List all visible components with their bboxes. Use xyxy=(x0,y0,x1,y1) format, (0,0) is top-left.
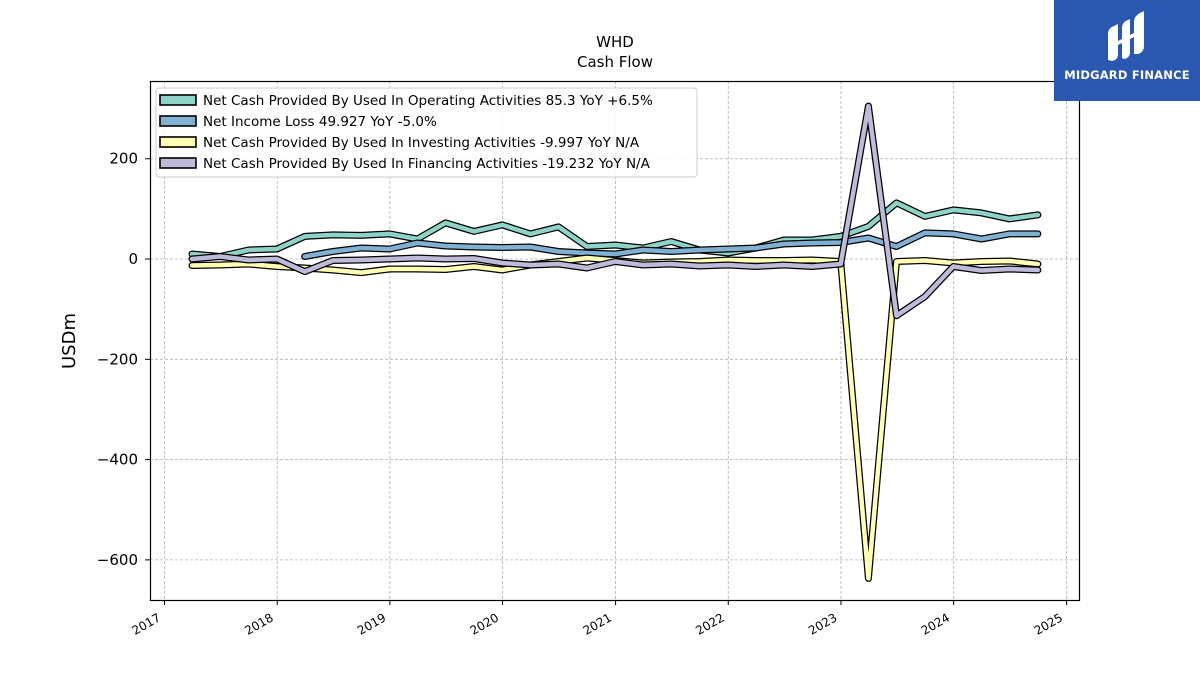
legend-swatch xyxy=(159,94,197,106)
legend-label: Net Cash Provided By Used In Financing A… xyxy=(203,156,651,172)
series-2-line xyxy=(301,229,1042,260)
series-4-line xyxy=(188,102,1042,320)
brand-name: MIDGARD FINANCE xyxy=(1064,68,1190,82)
x-tick-label: 2021 xyxy=(581,610,614,637)
legend-label: Net Income Loss 49.927 YoY -5.0% xyxy=(203,114,437,130)
y-tick-label: 0 xyxy=(128,250,138,268)
legend-swatch xyxy=(159,136,197,148)
x-tick-label: 2018 xyxy=(242,610,275,637)
chart-subtitle: Cash Flow xyxy=(577,53,653,71)
y-tick-label: −400 xyxy=(97,451,138,469)
x-tick-label: 2017 xyxy=(130,610,163,637)
y-tick-label: −600 xyxy=(97,551,138,569)
series-1-line xyxy=(188,199,1042,260)
x-tick-label: 2020 xyxy=(468,610,501,637)
x-tick-label: 2023 xyxy=(806,610,839,637)
y-tick-label: −200 xyxy=(97,350,138,368)
legend-label: Net Cash Provided By Used In Operating A… xyxy=(203,93,653,109)
x-tick-label: 2022 xyxy=(693,610,726,637)
y-axis-label: USDm xyxy=(59,313,80,369)
x-tick-label: 2025 xyxy=(1032,610,1065,637)
legend-box xyxy=(155,87,698,178)
x-tick-label: 2019 xyxy=(355,610,388,637)
brand-logo: MIDGARD FINANCE xyxy=(1054,0,1200,101)
legend-swatch xyxy=(159,115,197,127)
brand-logo-icon xyxy=(1108,11,1144,61)
legend: Net Cash Provided By Used In Operating A… xyxy=(155,87,698,178)
chart-title: WHD xyxy=(596,33,634,51)
legend-label: Net Cash Provided By Used In Investing A… xyxy=(203,135,640,151)
x-tick-label: 2024 xyxy=(919,610,952,637)
y-tick-label: 200 xyxy=(109,150,138,168)
legend-swatch xyxy=(159,157,197,169)
plot-area xyxy=(149,80,1081,602)
